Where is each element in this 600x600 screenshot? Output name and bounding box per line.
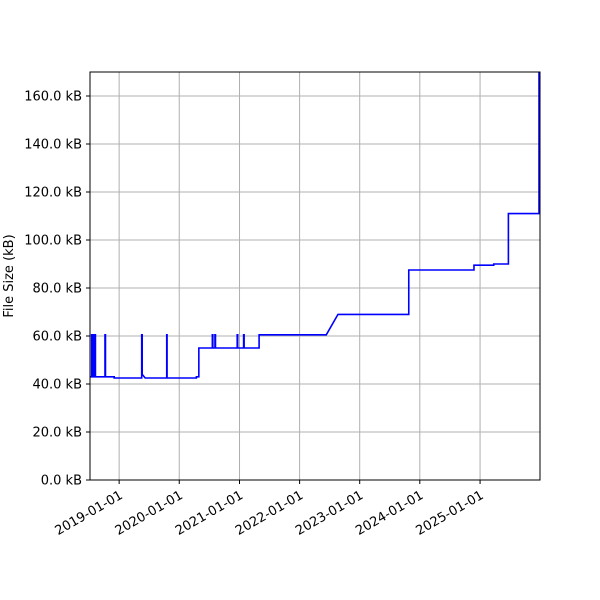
y-tick-label: 160.0 kB <box>24 90 82 105</box>
y-axis-label: File Size (kB) <box>2 234 17 317</box>
y-axis: 0.0 kB 20.0 kB 40.0 kB 60.0 kB 80.0 kB 100.0 … <box>24 90 90 489</box>
y-tick-label: 20.0 kB <box>32 426 82 441</box>
series-line <box>90 72 540 379</box>
grid-lines <box>90 72 540 481</box>
y-tick-label: 140.0 kB <box>24 138 82 153</box>
y-tick-label: 0.0 kB <box>41 474 82 489</box>
y-tick-label: 80.0 kB <box>32 282 82 297</box>
y-tick-label: 60.0 kB <box>32 330 82 345</box>
series-layer <box>90 72 540 379</box>
plot-frame <box>89 71 541 481</box>
y-tick-label: 100.0 kB <box>24 234 82 249</box>
y-tick-label: 40.0 kB <box>32 378 82 393</box>
y-tick-label: 120.0 kB <box>24 186 82 201</box>
